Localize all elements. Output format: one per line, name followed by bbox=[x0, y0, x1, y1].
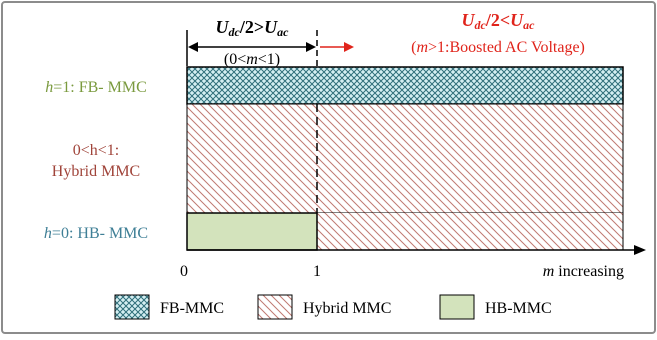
hybrid-mmc-region bbox=[186, 103, 624, 214]
low-range-arrow-right-head bbox=[306, 42, 316, 52]
row-label-hybrid-line2: Hybrid MMC bbox=[52, 163, 140, 180]
low-range-arrow-left-head bbox=[188, 42, 198, 52]
m-axis-arrowhead bbox=[634, 245, 646, 255]
legend-label-hb: HB-MMC bbox=[485, 300, 552, 317]
row-label-hybrid-line1: 0<h<1: bbox=[73, 142, 120, 159]
high-range-note: (m>1:Boosted AC Voltage) bbox=[411, 39, 585, 56]
legend-swatch-hb bbox=[439, 294, 475, 320]
axis-label: m increasing bbox=[543, 263, 624, 280]
row-label-hb: h=0: HB- MMC bbox=[44, 225, 148, 242]
legend-label-fb: FB-MMC bbox=[160, 300, 224, 317]
legend-label-hybrid: Hybrid MMC bbox=[303, 300, 391, 317]
low-range-condition: (0<m<1) bbox=[224, 51, 280, 68]
hybrid-mmc-region-lower bbox=[317, 213, 623, 250]
high-range-arrow-head bbox=[344, 42, 354, 52]
fb-mmc-band bbox=[186, 66, 624, 105]
axis-tick-1: 1 bbox=[313, 263, 321, 280]
axis-tick-0: 0 bbox=[180, 263, 188, 280]
legend-swatch-fb bbox=[114, 294, 150, 320]
high-range-title: Udc/2<Uac bbox=[462, 10, 536, 32]
low-range-title: Udc/2>Uac bbox=[216, 17, 290, 39]
row-label-fb: h=1: FB- MMC bbox=[45, 79, 147, 96]
legend-swatch-hybrid bbox=[257, 294, 293, 320]
hb-mmc-block bbox=[186, 212, 318, 251]
